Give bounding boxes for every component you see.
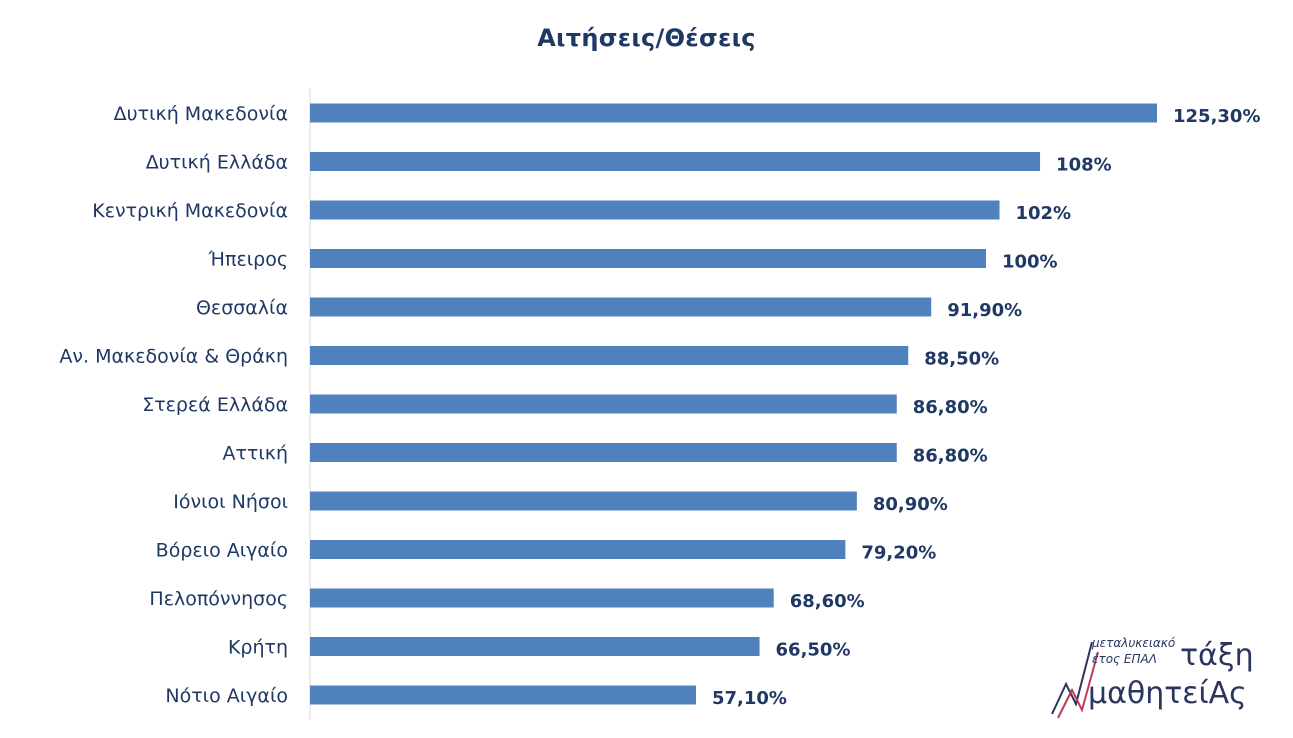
bar bbox=[310, 297, 932, 317]
data-label: 80,90% bbox=[873, 494, 948, 515]
bar bbox=[310, 588, 774, 608]
category-label: Θεσσαλία bbox=[196, 297, 288, 319]
data-label: 125,30% bbox=[1173, 106, 1261, 127]
bar bbox=[310, 637, 760, 656]
data-label: 91,90% bbox=[947, 300, 1022, 321]
category-label: Στερεά Ελλάδα bbox=[142, 394, 288, 416]
data-label: 86,80% bbox=[913, 397, 988, 418]
data-label: 79,20% bbox=[861, 543, 936, 564]
data-label: 57,10% bbox=[712, 688, 787, 709]
chart-title: Αιτήσεις/Θέσεις bbox=[537, 24, 756, 52]
category-label: Αττική bbox=[222, 443, 288, 465]
bar bbox=[310, 443, 897, 462]
bar bbox=[310, 200, 1000, 220]
data-label: 88,50% bbox=[924, 349, 999, 370]
data-label: 86,80% bbox=[913, 446, 988, 467]
logo-text-small-1: μεταλυκειακό bbox=[1092, 636, 1176, 650]
category-label: Δυτική Μακεδονία bbox=[114, 103, 288, 125]
bar bbox=[310, 540, 846, 559]
logo-text-big-2: μαθητείΑς bbox=[1088, 676, 1247, 711]
category-label: Δυτική Ελλάδα bbox=[146, 152, 288, 174]
logo-mark-icon bbox=[1051, 641, 1099, 719]
bar bbox=[310, 394, 897, 414]
bar bbox=[310, 491, 857, 511]
category-label: Πελοπόννησος bbox=[149, 588, 288, 610]
data-label: 108% bbox=[1056, 155, 1112, 176]
logo-text-big-1: τάξη bbox=[1180, 638, 1254, 673]
category-label: Βόρειο Αιγαίο bbox=[156, 540, 288, 562]
data-label: 100% bbox=[1002, 252, 1058, 273]
data-label: 102% bbox=[1015, 203, 1071, 224]
logo-text-small-2: έτος ΕΠΑΛ bbox=[1092, 652, 1157, 666]
bar bbox=[310, 346, 909, 365]
data-label: 66,50% bbox=[776, 640, 851, 661]
logo: μεταλυκειακό έτος ΕΠΑΛ τάξη μαθητείΑς bbox=[1048, 632, 1258, 722]
category-label: Ήπειρος bbox=[207, 249, 288, 271]
category-label: Αν. Μακεδονία & Θράκη bbox=[59, 346, 288, 368]
bar bbox=[310, 103, 1157, 123]
category-label: Ιόνιοι Νήσοι bbox=[173, 491, 288, 513]
category-label: Κεντρική Μακεδονία bbox=[92, 200, 288, 222]
bar bbox=[310, 249, 986, 268]
data-label: 68,60% bbox=[790, 591, 865, 612]
bar bbox=[310, 685, 696, 705]
bar bbox=[310, 152, 1041, 171]
category-label: Κρήτη bbox=[228, 637, 288, 659]
category-label: Νότιο Αιγαίο bbox=[165, 685, 288, 707]
